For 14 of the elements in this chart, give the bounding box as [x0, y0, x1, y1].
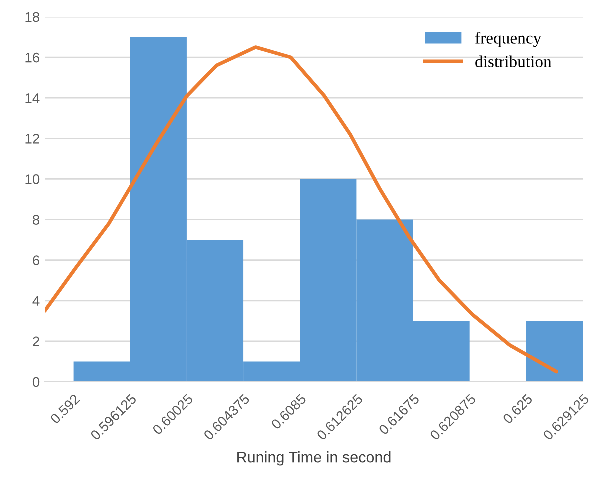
y-tick-label: 8: [33, 215, 40, 225]
y-tick-label: 6: [33, 256, 40, 266]
line-series: [45, 46, 558, 374]
x-axis-title: Runing Time in second: [238, 452, 391, 466]
y-tick-label: 18: [26, 12, 40, 22]
y-tick-label: 2: [33, 336, 40, 346]
y-tick-label: 4: [32, 296, 40, 306]
legend-label: distribution: [476, 56, 552, 68]
y-tick-label: 0: [32, 377, 40, 388]
y-tick-label: 12: [26, 134, 40, 144]
legend-label: frequency: [476, 32, 542, 48]
y-tick-label: 16: [26, 52, 40, 63]
y-tick-label: 10: [26, 174, 40, 184]
y-tick-label: 14: [26, 94, 40, 104]
